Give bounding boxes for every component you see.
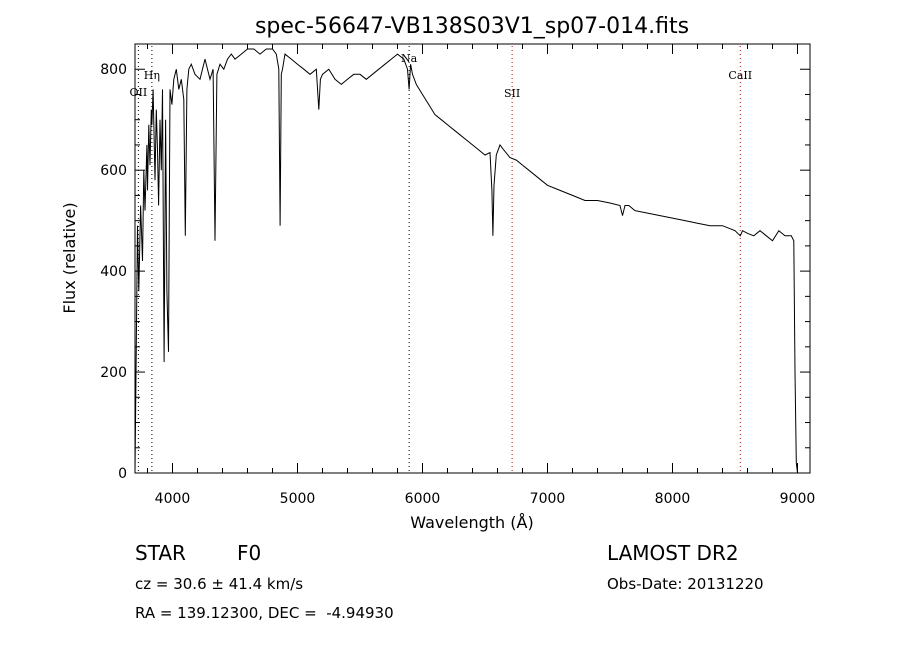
y-tick-label: 0 [118, 466, 127, 482]
observation-date: Obs-Date: 20131220 [607, 575, 764, 593]
x-tick-label: 7000 [530, 491, 566, 507]
x-tick-label: 8000 [655, 491, 691, 507]
x-tick-label: 9000 [780, 491, 816, 507]
line-marker-label: Hη [144, 69, 160, 82]
x-tick-label: 5000 [280, 491, 316, 507]
axis-ticks [135, 43, 810, 474]
chart-title: spec-56647-VB138S03V1_sp07-014.fits [255, 14, 689, 39]
tick-labels: 4000 5000 6000 7000 8000 9000 0 200 400 600 800 [100, 62, 815, 507]
spectrum-line [134, 48, 798, 474]
y-axis-label: Flux (relative) [60, 202, 79, 313]
line-marker-label: OII [130, 86, 148, 99]
object-class: STAR [135, 541, 186, 565]
redshift-text: cz = 30.6 ± 41.4 km/s [135, 575, 304, 593]
line-marker-label: CaII [728, 69, 752, 82]
subclass: F0 [237, 541, 262, 565]
x-tick-label: 6000 [405, 491, 441, 507]
plot-frame [134, 43, 811, 474]
x-tick-label: 4000 [155, 491, 191, 507]
y-tick-label: 800 [100, 62, 127, 78]
y-tick-label: 600 [100, 163, 127, 179]
y-tick-label: 400 [100, 264, 127, 280]
survey-name: LAMOST DR2 [607, 541, 739, 565]
y-tick-label: 200 [100, 365, 127, 381]
coordinates-text: RA = 139.12300, DEC = -4.94930 [135, 604, 394, 622]
line-marker-label: SII [504, 87, 520, 100]
x-axis-label: Wavelength (Å) [410, 513, 533, 532]
